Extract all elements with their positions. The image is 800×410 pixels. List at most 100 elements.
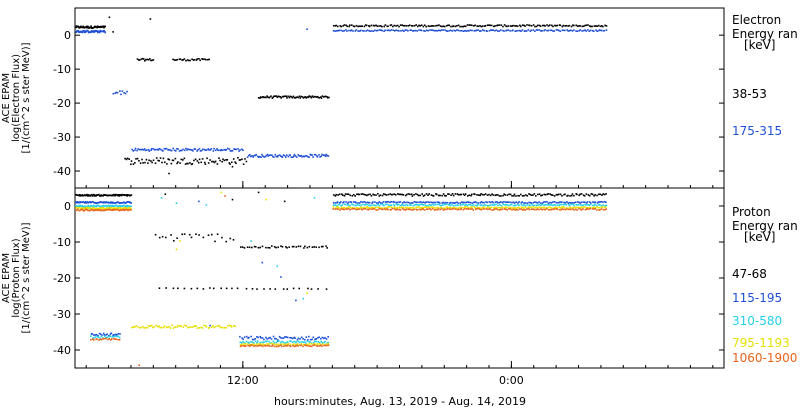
data-point: [282, 154, 285, 156]
data-point: [168, 158, 171, 161]
data-point: [334, 204, 337, 207]
data-point: [375, 206, 377, 209]
data-point: [175, 202, 178, 204]
data-point: [351, 195, 354, 197]
data-point: [128, 205, 131, 208]
data-point: [590, 193, 593, 195]
data-point: [274, 153, 277, 156]
data-point: [107, 201, 109, 203]
data-point: [544, 201, 547, 203]
data-point: [584, 208, 587, 211]
data-point: [480, 204, 483, 206]
data-point: [380, 29, 382, 31]
data-point: [496, 24, 498, 27]
data-point: [312, 344, 314, 347]
data-point: [465, 203, 467, 206]
data-point: [584, 201, 586, 203]
data-point: [277, 343, 279, 346]
data-point: [207, 58, 209, 61]
data-point: [341, 208, 344, 210]
data-point: [110, 209, 113, 211]
data-point: [546, 204, 548, 206]
data-point: [150, 324, 153, 327]
data-point: [451, 193, 454, 195]
data-point: [561, 25, 564, 28]
data-point: [75, 204, 77, 207]
data-point: [257, 340, 259, 343]
data-point: [401, 207, 404, 210]
data-point: [454, 202, 457, 204]
data-point: [267, 246, 269, 249]
data-point: [575, 208, 577, 211]
data-point: [558, 208, 561, 211]
data-point: [257, 345, 260, 347]
data-point: [582, 208, 584, 210]
data-point: [536, 202, 539, 204]
data-point: [461, 25, 463, 28]
data-point: [523, 30, 526, 32]
data-point: [480, 201, 483, 203]
data-point: [446, 201, 449, 204]
data-point: [186, 162, 188, 165]
data-point: [476, 25, 478, 27]
data-point: [243, 345, 246, 348]
data-point: [112, 209, 114, 211]
data-point: [393, 206, 396, 208]
data-point: [516, 25, 519, 27]
data-point: [260, 344, 262, 347]
data-point: [170, 234, 172, 236]
data-point: [532, 194, 534, 196]
data-point: [400, 30, 402, 32]
data-point: [280, 276, 282, 278]
data-point: [549, 201, 551, 204]
data-point: [229, 163, 231, 165]
data-point: [212, 287, 215, 290]
data-point: [462, 30, 465, 32]
data-point: [103, 29, 105, 32]
data-point: [485, 201, 487, 203]
data-point: [334, 207, 337, 209]
data-point: [275, 343, 278, 346]
data-point: [603, 193, 606, 196]
data-point: [532, 208, 534, 210]
data-point: [111, 338, 113, 340]
data-point: [125, 158, 128, 161]
data-point: [398, 203, 400, 206]
data-point: [357, 30, 359, 32]
data-point: [419, 201, 422, 203]
data-point: [413, 201, 416, 203]
data-point: [308, 156, 310, 158]
data-point: [480, 209, 483, 211]
data-point: [246, 343, 249, 345]
data-point: [138, 160, 140, 162]
data-point: [257, 97, 260, 99]
data-point: [275, 337, 277, 340]
data-point: [279, 344, 282, 346]
data-point: [252, 156, 255, 158]
data-point: [275, 95, 277, 97]
data-point: [523, 207, 525, 209]
data-point: [497, 30, 499, 32]
data-point: [294, 97, 296, 99]
data-point: [559, 201, 562, 203]
data-point: [117, 338, 119, 341]
data-point: [75, 209, 77, 212]
data-point: [256, 345, 258, 347]
data-point: [105, 207, 108, 209]
data-point: [598, 204, 601, 206]
data-point: [302, 338, 304, 340]
data-point: [542, 201, 545, 203]
data-point: [490, 206, 493, 209]
data-point: [540, 204, 542, 207]
data-point: [568, 201, 571, 204]
data-point: [295, 299, 297, 302]
data-point: [115, 91, 117, 94]
data-point: [79, 205, 81, 208]
data-point: [207, 234, 210, 236]
data-point: [396, 206, 399, 209]
data-point: [108, 335, 110, 338]
data-point: [211, 160, 213, 163]
data-point: [126, 194, 129, 196]
data-point: [145, 158, 148, 161]
data-point: [173, 149, 176, 152]
